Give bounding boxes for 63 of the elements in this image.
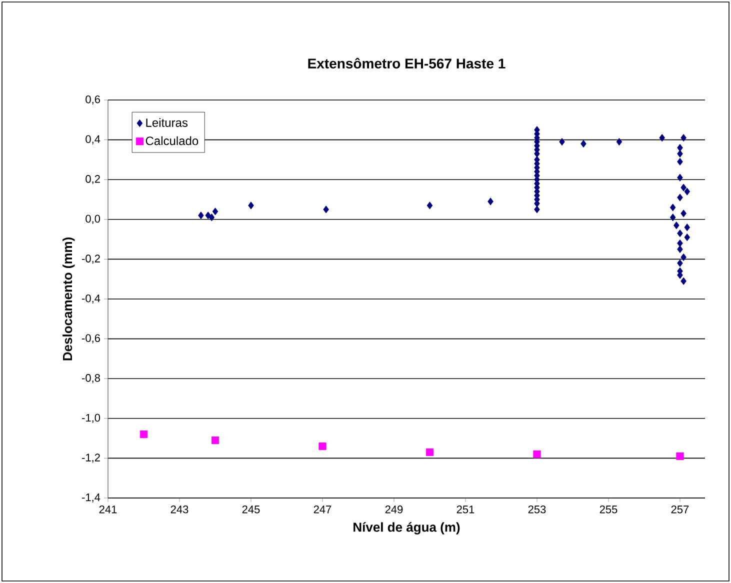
point bbox=[680, 134, 686, 142]
point bbox=[677, 194, 683, 202]
y-tick-label: -0,2 bbox=[82, 254, 100, 264]
point bbox=[488, 198, 494, 206]
x-tick-label: 249 bbox=[385, 506, 403, 514]
y-tick-label: -1,0 bbox=[82, 414, 100, 423]
point bbox=[659, 134, 666, 142]
point bbox=[534, 206, 540, 214]
point bbox=[208, 214, 215, 222]
point bbox=[318, 442, 326, 450]
y-tick-label: 0,4 bbox=[86, 135, 100, 144]
point bbox=[677, 150, 683, 158]
x-tick-label: 247 bbox=[314, 506, 332, 514]
x-tick-label: 255 bbox=[600, 506, 618, 514]
point bbox=[677, 245, 683, 254]
point bbox=[684, 234, 690, 242]
chart-title: Extensômetro EH-567 Haste 1 bbox=[308, 58, 506, 69]
point bbox=[676, 452, 684, 460]
y-tick-label: -0,4 bbox=[82, 294, 100, 304]
y-tick-label: 0,0 bbox=[86, 214, 100, 224]
point bbox=[677, 144, 683, 152]
point bbox=[670, 204, 676, 212]
legend-label: Calculado bbox=[146, 136, 198, 146]
point bbox=[533, 450, 541, 458]
legend-label: Leituras bbox=[146, 118, 188, 127]
point bbox=[670, 214, 676, 222]
point bbox=[680, 277, 686, 285]
point bbox=[248, 202, 254, 210]
x-axis-title: Nível de água (m) bbox=[354, 522, 460, 534]
point bbox=[677, 174, 683, 182]
x-tick-label: 245 bbox=[242, 506, 260, 514]
point bbox=[677, 239, 683, 248]
y-tick-label: -0,8 bbox=[82, 374, 100, 384]
y-tick-label: -0,6 bbox=[82, 334, 100, 344]
point bbox=[140, 430, 148, 438]
point bbox=[677, 158, 683, 166]
point bbox=[426, 202, 433, 210]
point bbox=[426, 448, 434, 456]
point bbox=[680, 253, 686, 262]
point bbox=[677, 230, 683, 238]
point bbox=[677, 259, 683, 267]
point bbox=[680, 184, 686, 192]
x-tick-label: 257 bbox=[671, 506, 689, 514]
x-tick-label: 243 bbox=[170, 506, 188, 514]
x-tick-label: 241 bbox=[99, 506, 117, 514]
point bbox=[684, 188, 690, 196]
y-tick-label: 0,2 bbox=[86, 175, 100, 184]
x-tick-label: 253 bbox=[528, 506, 546, 514]
y-tick-label: -1,4 bbox=[82, 494, 100, 502]
y-tick-label: 0,6 bbox=[86, 95, 100, 105]
x-tick-label: 251 bbox=[456, 506, 474, 514]
point bbox=[674, 222, 680, 230]
y-tick-label: -1,2 bbox=[82, 454, 100, 463]
point bbox=[323, 206, 329, 214]
point bbox=[211, 436, 220, 444]
point bbox=[580, 140, 586, 148]
point bbox=[212, 208, 218, 216]
y-axis-title: Deslocamento (mm) bbox=[62, 238, 75, 360]
point bbox=[198, 212, 204, 220]
point bbox=[559, 138, 565, 146]
point bbox=[684, 224, 690, 232]
point bbox=[616, 138, 622, 146]
point bbox=[680, 210, 686, 218]
